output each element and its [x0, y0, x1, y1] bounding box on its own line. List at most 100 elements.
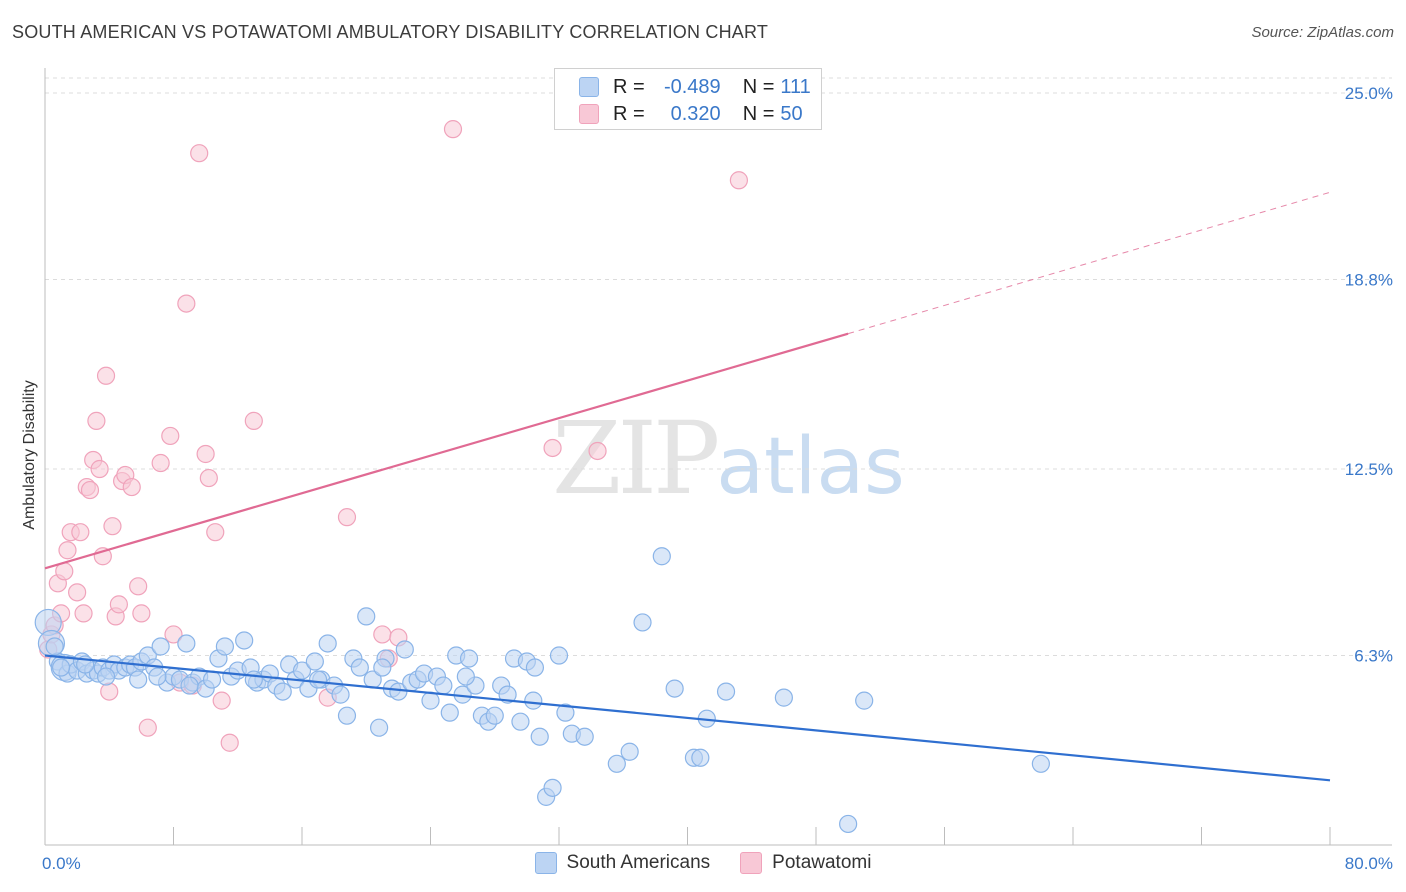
legend-n-label: N =	[742, 102, 775, 125]
south-americans-point	[456, 667, 475, 686]
south-americans-point	[357, 607, 376, 626]
south-americans-point	[96, 667, 116, 686]
tick-labels: 25.0% 18.8% 12.5% 6.3% 0.0% 80.0%	[42, 84, 1393, 873]
potawatomi-point	[177, 294, 196, 313]
south-americans-point	[434, 676, 453, 695]
watermark-atlas: atlas	[716, 422, 905, 512]
legend-n-value-pink: 50	[780, 102, 803, 125]
legend-item-potawatomi[interactable]: Potawatomi	[740, 852, 871, 874]
south-americans-point	[235, 631, 254, 650]
legend-swatch-blue	[534, 852, 557, 874]
south-americans-point	[691, 748, 710, 767]
south-americans-point	[530, 727, 549, 746]
potawatomi-point	[103, 517, 122, 536]
south-americans-point	[511, 712, 530, 731]
chart-source: Source: ZipAtlas.com	[1251, 24, 1394, 41]
potawatomi-point	[196, 444, 215, 464]
south-americans-point	[305, 652, 324, 671]
south-americans-point	[215, 637, 234, 656]
potawatomi-trend-extension	[847, 191, 1331, 335]
potawatomi-point	[138, 718, 157, 737]
south-americans-point	[607, 754, 626, 773]
south-americans-point	[440, 703, 459, 722]
south-americans-point	[421, 691, 440, 710]
south-americans-point	[177, 634, 196, 653]
potawatomi-points	[39, 120, 749, 752]
potawatomi-point	[190, 144, 209, 163]
south-americans-point	[180, 676, 199, 695]
south-americans-point	[774, 688, 793, 707]
potawatomi-trend-line	[44, 332, 849, 570]
south-americans-point	[459, 649, 479, 668]
legend-row-potawatomi: R = 0.320 N = 50	[579, 101, 803, 127]
potawatomi-point	[80, 480, 100, 500]
legend-r-value-blue: -0.489	[663, 75, 721, 98]
south-americans-point	[292, 661, 312, 680]
potawatomi-point	[151, 453, 170, 473]
watermark-zip: ZIP	[552, 400, 720, 517]
south-americans-point	[1031, 754, 1050, 773]
y-axis-label: Ambulatory Disability	[21, 380, 38, 529]
legend-label-potawatomi: Potawatomi	[772, 852, 872, 873]
south-americans-point	[337, 706, 357, 725]
potawatomi-point	[206, 523, 225, 542]
south-americans-trend-line	[44, 654, 1331, 782]
potawatomi-point	[68, 583, 87, 602]
south-americans-point	[129, 670, 148, 689]
potawatomi-point	[337, 508, 357, 527]
south-americans-point	[273, 682, 292, 701]
south-americans-points	[34, 547, 1050, 834]
x-tick-label: 0.0%	[42, 854, 81, 873]
south-americans-point	[716, 682, 736, 701]
south-americans-point	[498, 685, 517, 704]
south-americans-point	[575, 727, 594, 746]
south-americans-point	[51, 658, 71, 677]
south-americans-point	[665, 679, 684, 698]
south-americans-point	[370, 718, 389, 737]
legend-row-south-americans: R = -0.489 N = 111	[579, 74, 811, 100]
south-americans-point	[556, 703, 575, 722]
south-americans-point	[620, 742, 639, 761]
south-americans-point	[373, 658, 392, 677]
south-americans-point	[543, 778, 562, 797]
south-americans-point	[202, 670, 222, 689]
legend-swatch-pink	[740, 852, 763, 874]
legend-item-south-americans[interactable]: South Americans	[534, 852, 711, 874]
south-americans-point	[524, 691, 543, 710]
trend-lines	[44, 191, 1331, 782]
legend-swatch-pink	[579, 104, 599, 124]
south-americans-point	[151, 637, 170, 656]
south-americans-point	[549, 646, 569, 665]
potawatomi-point	[109, 595, 128, 614]
y-tick-label: 6.3%	[1354, 647, 1393, 666]
south-americans-point	[318, 634, 337, 653]
legend-r-label: R =	[613, 102, 645, 125]
potawatomi-point	[244, 411, 263, 430]
legend-r-value-pink: 0.320	[670, 102, 721, 125]
south-americans-point	[45, 637, 64, 656]
grid-lines	[45, 77, 1392, 657]
south-americans-point	[308, 670, 328, 689]
south-americans-point	[148, 667, 167, 686]
south-americans-point	[525, 658, 545, 677]
south-americans-point	[633, 613, 652, 632]
potawatomi-point	[212, 691, 231, 710]
y-tick-label: 18.8%	[1345, 271, 1393, 290]
south-americans-point	[350, 658, 369, 677]
potawatomi-point	[132, 604, 151, 623]
axes	[44, 68, 1392, 846]
potawatomi-point	[122, 477, 141, 497]
legend-label-south-americans: South Americans	[566, 852, 711, 873]
potawatomi-point	[71, 523, 90, 542]
x-tick-label: 80.0%	[1345, 854, 1393, 873]
legend-r-label: R =	[613, 75, 645, 98]
potawatomi-point	[87, 411, 106, 430]
legend-swatch-blue	[579, 77, 599, 97]
watermark: ZIPatlas	[552, 400, 905, 517]
potawatomi-point	[129, 577, 148, 596]
potawatomi-point	[96, 366, 116, 385]
south-americans-point	[395, 640, 414, 659]
potawatomi-point	[74, 604, 93, 623]
chart-title: SOUTH AMERICAN VS POTAWATOMI AMBULATORY …	[12, 22, 769, 42]
legend-n-label: N =	[742, 75, 775, 98]
